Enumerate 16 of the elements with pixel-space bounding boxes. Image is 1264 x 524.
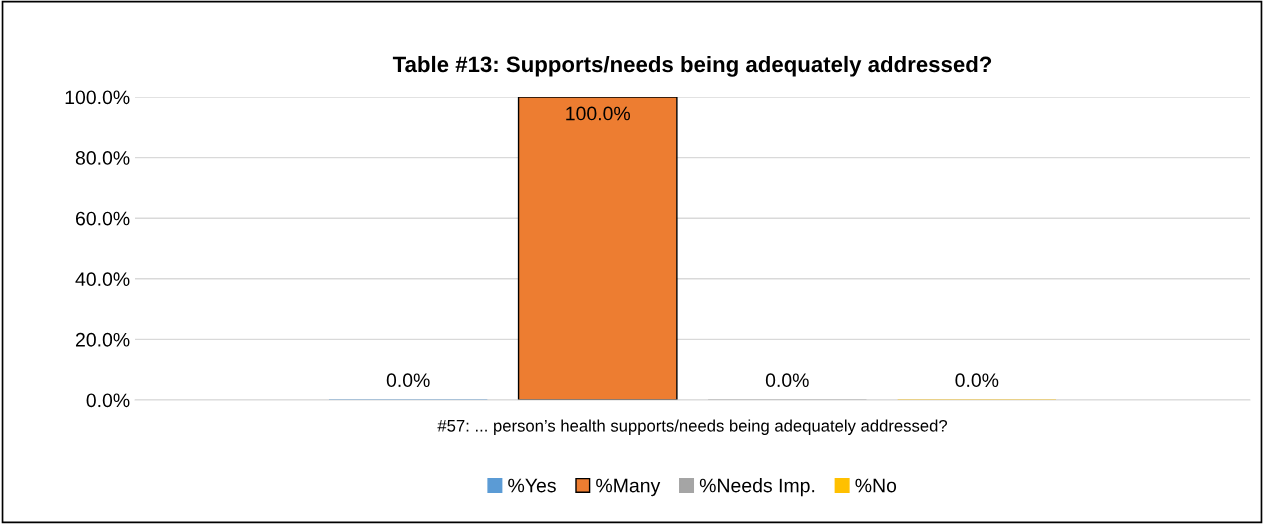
x-tick-label: #57: ... person’s health supports/needs being adequately addressed?: [437, 419, 948, 435]
legend-label: %Yes: [508, 478, 556, 493]
data-label: 100.0%: [566, 106, 631, 121]
y-tick-label: 60.0%: [76, 211, 130, 226]
data-label: 0.0%: [765, 373, 809, 388]
chart-title: Table #13: Supports/needs being adequately addressed?: [392, 55, 992, 77]
legend-label: %Needs Imp.: [699, 478, 815, 497]
y-tick-label: 40.0%: [75, 272, 130, 287]
legend-label: %Many: [596, 478, 661, 497]
y-tick-label: 20.0%: [75, 332, 130, 347]
y-tick-label: 100.0%: [65, 90, 130, 105]
y-tick-label: 0.0%: [86, 393, 130, 408]
data-label: 0.0%: [955, 373, 999, 388]
y-tick-label: 80.0%: [75, 151, 130, 165]
legend-label: %No: [855, 478, 897, 493]
data-label: 0.0%: [386, 373, 430, 388]
